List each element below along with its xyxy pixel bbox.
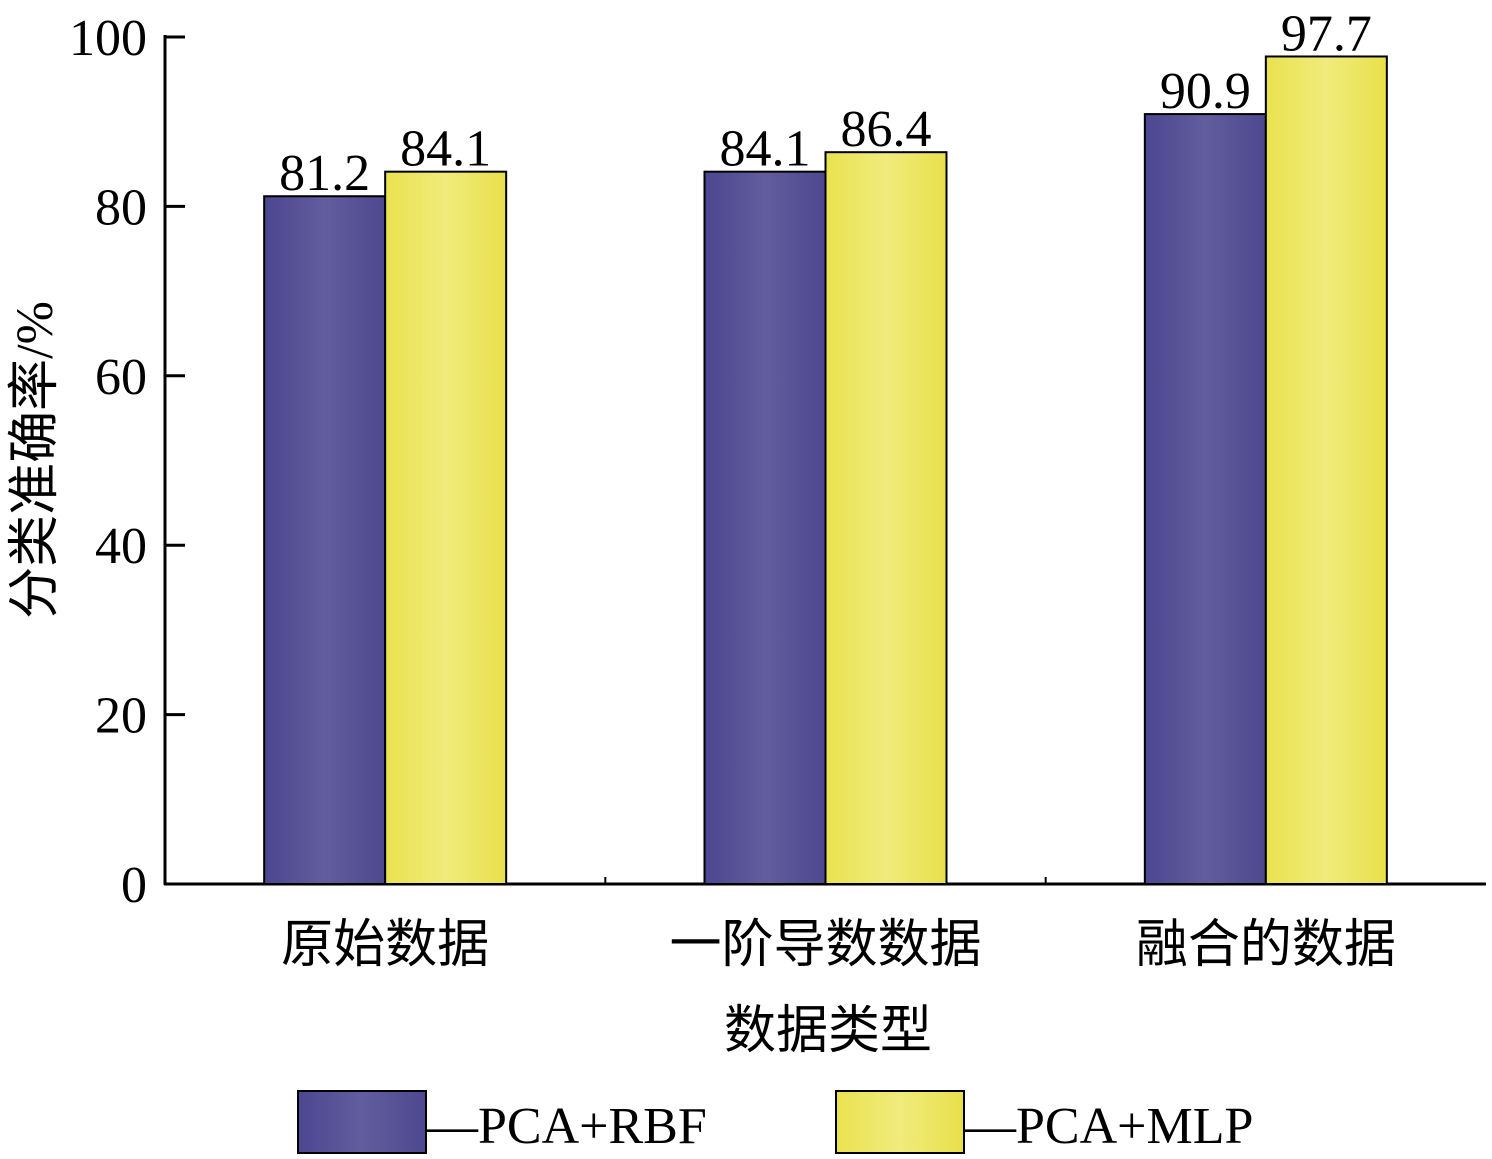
legend-swatch-pca-rbf <box>297 1090 427 1154</box>
legend-swatch-pca-mlp <box>835 1090 965 1154</box>
x-tick-label: 融合的数据 <box>1136 917 1396 974</box>
data-label: 86.4 <box>841 101 932 158</box>
bar <box>384 170 508 886</box>
data-label: 84.1 <box>400 121 491 178</box>
y-axis-title: 分类准确率/% <box>7 301 64 619</box>
y-tick-label: 60 <box>95 349 147 406</box>
y-tick-label: 20 <box>95 688 147 745</box>
x-axis-title: 数据类型 <box>724 1003 932 1060</box>
x-tick-label: 原始数据 <box>281 917 489 974</box>
bar <box>1143 113 1267 885</box>
bar <box>1264 55 1388 885</box>
bar <box>824 151 948 885</box>
data-label: 97.7 <box>1281 5 1372 62</box>
data-label: 81.2 <box>279 145 370 202</box>
bar <box>703 170 827 886</box>
data-label: 84.1 <box>720 121 811 178</box>
legend: —PCA+RBF —PCA+MLP <box>297 1090 1253 1155</box>
x-tick-label: 一阶导数数据 <box>669 917 981 974</box>
y-tick-label: 40 <box>95 518 147 575</box>
data-label: 90.9 <box>1160 63 1251 120</box>
legend-label-pca-mlp: —PCA+MLP <box>963 1098 1253 1155</box>
y-tick-label: 80 <box>95 179 147 236</box>
bar <box>263 195 387 885</box>
y-tick-label: 0 <box>121 857 147 914</box>
legend-label-pca-rbf: —PCA+RBF <box>425 1098 707 1155</box>
plot-area: 0 20 40 60 80 100 原始数据 81.2 84.1 一阶导数数据 84.1 86.4 融合… <box>69 5 1486 974</box>
y-tick-label: 100 <box>69 10 147 67</box>
